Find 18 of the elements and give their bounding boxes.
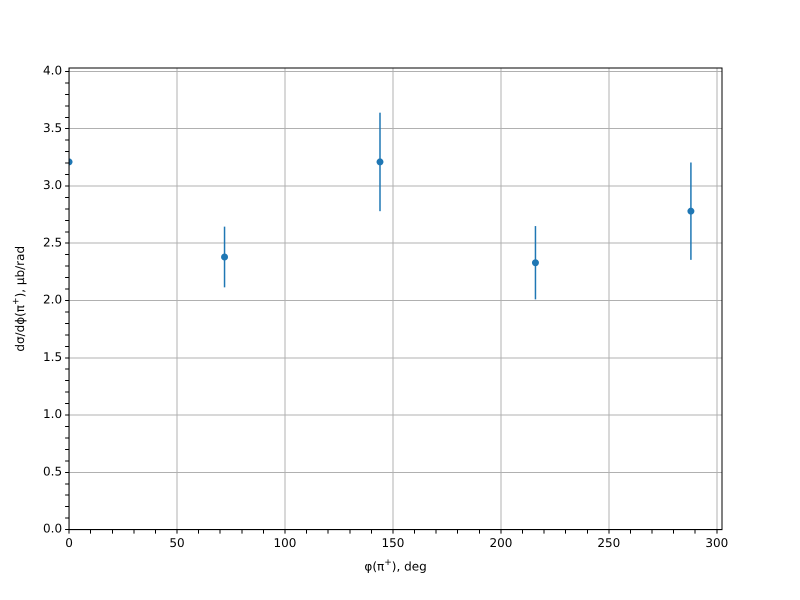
x-tick-label: 150 xyxy=(382,536,404,550)
x-tick-label: 100 xyxy=(274,536,296,550)
x-axis-title: φ(π+), deg xyxy=(364,558,427,574)
y-tick-label: 4.0 xyxy=(42,64,62,78)
y-tick-label: 3.5 xyxy=(42,120,62,135)
x-tick-label: 300 xyxy=(705,536,728,550)
x-tick-label: 50 xyxy=(169,536,185,550)
x-tick-label: 0 xyxy=(65,536,73,550)
y-tick-label: 3.0 xyxy=(42,178,62,192)
x-tick-label: 200 xyxy=(489,536,512,550)
y-tick-label: 0.5 xyxy=(42,464,62,478)
y-axis-title: dσ/dϕ(π+), μb/rad xyxy=(11,246,28,352)
y-tick-label: 1.5 xyxy=(42,350,62,364)
y-tick-label: 2.5 xyxy=(42,235,62,250)
y-tick-label: 1.0 xyxy=(42,407,62,422)
x-tick-label: 250 xyxy=(597,536,620,550)
y-tick-label: 2.0 xyxy=(42,292,62,307)
y-tick-label: 0.0 xyxy=(42,522,62,536)
